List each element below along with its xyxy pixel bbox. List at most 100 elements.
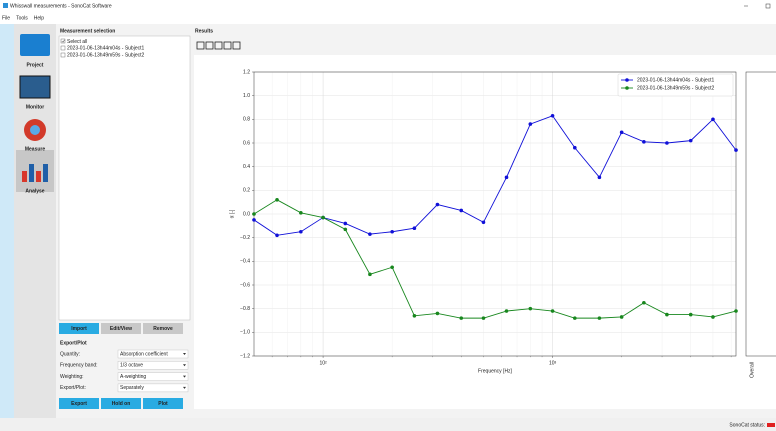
menu-item[interactable]: Tools bbox=[16, 15, 28, 21]
monitor-icon bbox=[19, 75, 51, 99]
combobox-arrow bbox=[183, 375, 186, 378]
field-label: Quantity: bbox=[60, 351, 80, 357]
checkbox[interactable] bbox=[60, 38, 66, 44]
legend-label: 2023-01-06-13h49m59s - Subject2 bbox=[637, 85, 714, 91]
measurement-item[interactable]: 2023-01-06-13h44m04s - Subject1 bbox=[67, 45, 144, 51]
data-point bbox=[597, 316, 602, 320]
button[interactable] bbox=[59, 323, 99, 334]
combobox-value[interactable]: 1/3 octave bbox=[120, 363, 143, 369]
field-label: Export/Plot: bbox=[60, 385, 86, 391]
combobox[interactable] bbox=[117, 372, 189, 381]
data-point bbox=[299, 211, 303, 215]
button[interactable] bbox=[59, 398, 99, 409]
results-title: Results bbox=[195, 28, 213, 34]
y-tick-label: −0.4 bbox=[240, 259, 250, 265]
sidebar-selected bbox=[16, 150, 54, 192]
data-point bbox=[665, 141, 669, 145]
data-point bbox=[459, 208, 464, 213]
checkbox[interactable] bbox=[60, 45, 66, 51]
combobox[interactable] bbox=[117, 361, 189, 370]
y-tick-label: 0.8 bbox=[243, 117, 250, 123]
analyse-icon-bar bbox=[43, 164, 48, 182]
y-axis-label: α [-] bbox=[229, 209, 235, 218]
legend-label: 2023-01-06-13h44m04s - Subject1 bbox=[637, 77, 714, 83]
combobox-arrow bbox=[183, 386, 186, 389]
y-tick-label: 1.2 bbox=[243, 69, 250, 75]
button-label[interactable]: Edit/View bbox=[110, 326, 132, 332]
data-point bbox=[299, 229, 303, 234]
menu-item[interactable]: Help bbox=[34, 15, 45, 21]
button-label[interactable]: Export bbox=[71, 401, 87, 407]
button[interactable] bbox=[101, 398, 141, 409]
data-point bbox=[321, 215, 325, 220]
toolbar-icon[interactable] bbox=[196, 41, 205, 50]
data-point bbox=[435, 202, 440, 207]
combobox[interactable] bbox=[117, 349, 189, 359]
measurement-item[interactable]: 2023-01-06-13h49m59s - Subject2 bbox=[67, 52, 144, 58]
legend-box bbox=[617, 73, 734, 97]
panel-title: Measurement selection bbox=[60, 28, 115, 34]
status-label: SonoCat status: bbox=[729, 422, 765, 428]
combobox-value[interactable]: Separately bbox=[120, 385, 144, 391]
sidebar-label[interactable]: Monitor bbox=[26, 104, 44, 110]
sidebar-label[interactable]: Project bbox=[27, 62, 44, 68]
data-point bbox=[252, 218, 256, 222]
sidebar-label[interactable]: Analyse bbox=[25, 188, 44, 194]
data-point bbox=[412, 226, 417, 230]
data-point bbox=[343, 221, 348, 226]
data-point bbox=[619, 315, 624, 319]
data-point bbox=[368, 232, 372, 236]
button-label[interactable]: Remove bbox=[153, 326, 173, 332]
toolbar-icon[interactable] bbox=[214, 41, 223, 50]
button-label[interactable]: Hold on bbox=[112, 401, 131, 407]
y-tick-label: 0.6 bbox=[243, 140, 250, 146]
data-point bbox=[368, 272, 372, 277]
project-icon bbox=[20, 34, 50, 56]
x-tick-label: 10² bbox=[319, 360, 327, 366]
toolbar-icon[interactable] bbox=[205, 41, 214, 50]
data-point bbox=[343, 227, 348, 232]
toolbar-icon[interactable] bbox=[232, 41, 241, 50]
button[interactable] bbox=[101, 323, 141, 334]
data-point bbox=[435, 311, 440, 316]
data-point bbox=[481, 220, 486, 225]
maximize-button[interactable] bbox=[765, 3, 771, 9]
button-label[interactable]: Import bbox=[71, 326, 87, 332]
button[interactable] bbox=[143, 398, 183, 409]
status-indicator bbox=[767, 423, 775, 427]
button[interactable] bbox=[143, 323, 183, 334]
toolbar-icon[interactable] bbox=[223, 41, 232, 50]
analyse-icon-bar bbox=[36, 171, 41, 182]
y-tick-label: 0.4 bbox=[243, 164, 250, 170]
combobox-arrow bbox=[183, 353, 186, 355]
y-tick-label: 1.0 bbox=[243, 93, 250, 99]
data-point bbox=[459, 316, 464, 320]
y-tick-label: 0.0 bbox=[243, 211, 250, 217]
data-point bbox=[528, 306, 533, 311]
field-label: Frequency band: bbox=[60, 363, 98, 369]
data-point bbox=[390, 229, 394, 234]
sidebar-label[interactable]: Measure bbox=[25, 146, 46, 152]
title-bar bbox=[0, 0, 776, 11]
data-point bbox=[504, 309, 509, 313]
data-point bbox=[665, 312, 669, 317]
menu-item[interactable]: File bbox=[2, 15, 10, 21]
y-tick-label: −1.2 bbox=[240, 353, 250, 359]
x-tick-label: 10³ bbox=[549, 360, 557, 366]
data-point bbox=[528, 122, 533, 126]
y-tick-label: −0.6 bbox=[240, 282, 250, 288]
combobox-value[interactable]: A-weighting bbox=[120, 374, 146, 380]
button-label[interactable]: Plot bbox=[158, 401, 168, 407]
checkbox[interactable] bbox=[60, 52, 66, 58]
measurement-list[interactable] bbox=[58, 35, 191, 321]
select-all[interactable]: Select all bbox=[67, 39, 87, 45]
panel-title: Export/Plot bbox=[60, 340, 87, 346]
y-tick-label: −0.2 bbox=[240, 235, 250, 241]
data-point bbox=[275, 198, 279, 202]
combobox-value[interactable]: Absorption coefficient bbox=[120, 351, 168, 357]
y-tick-label: 0.2 bbox=[243, 188, 250, 194]
combobox[interactable] bbox=[117, 383, 189, 393]
data-point bbox=[734, 148, 738, 152]
